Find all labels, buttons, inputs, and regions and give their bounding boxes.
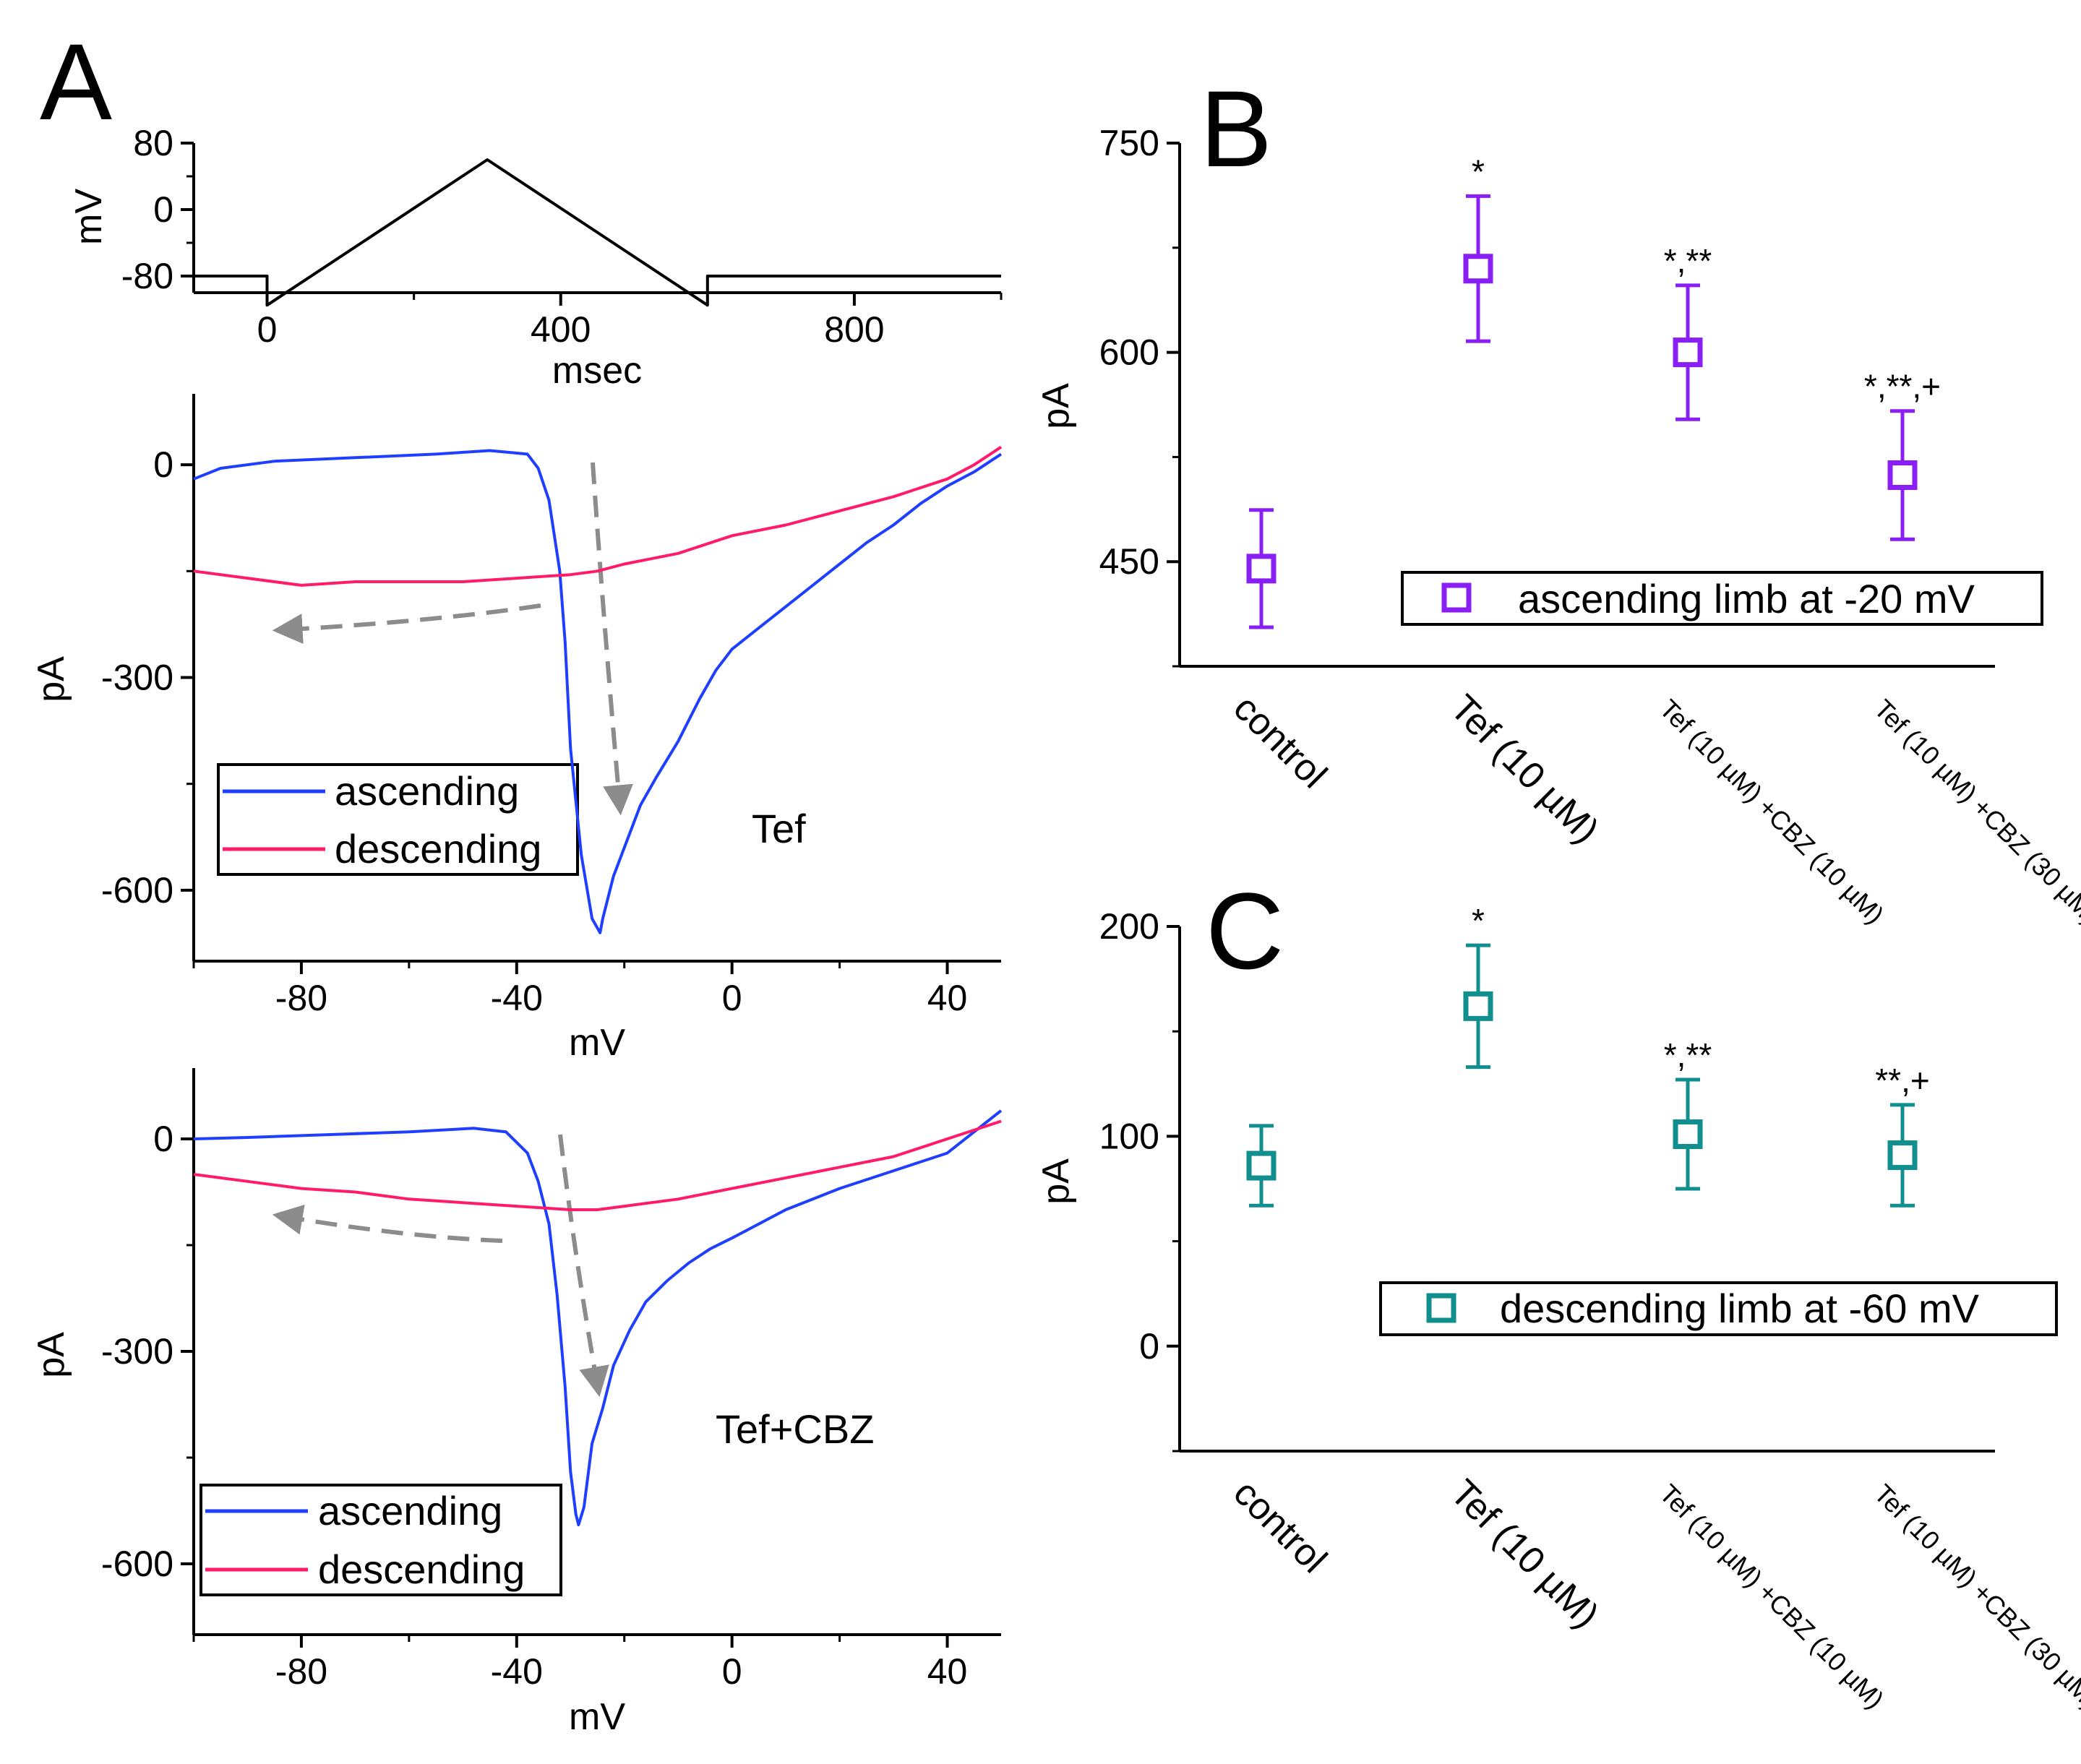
- tef-cbz-legend-ascending: ascending: [318, 1488, 502, 1533]
- data-point-marker: [1246, 554, 1277, 584]
- tef-cbz-legend: ascending descending: [199, 1484, 562, 1596]
- y-tick-label: 0: [153, 1119, 173, 1159]
- y-tick-label: 750: [1099, 123, 1159, 163]
- x-tick-label: -40: [491, 1651, 543, 1692]
- data-point-marker: [1463, 254, 1493, 284]
- y-tick-label: 100: [1099, 1116, 1159, 1156]
- category-label: Tef (10 µM) +CBZ (10 µM): [1654, 694, 1889, 929]
- y-tick-label: 0: [153, 189, 173, 230]
- tef-cbz-legend-box: [199, 1484, 562, 1596]
- data-point-marker: [1887, 1140, 1918, 1171]
- c-legend: descending limb at -60 mV: [1379, 1281, 2058, 1336]
- category-label: Tef (10 µM) +CBZ (30 µM): [1868, 694, 2081, 929]
- data-point-marker: [1887, 460, 1918, 490]
- tef-cbz-y-label: pA: [30, 1332, 72, 1378]
- tef-legend-descending: descending: [335, 826, 541, 872]
- tef-cbz-ascending-direction-arrow: [558, 1134, 609, 1398]
- tef-cbz-legend-descending: descending: [318, 1546, 525, 1592]
- tef-cbz-annotation: Tef+CBZ: [716, 1406, 874, 1452]
- series-descending: [193, 445, 1003, 587]
- category-label-group: Tef (10 µM): [1442, 687, 1607, 852]
- tef-y-label: pA: [30, 656, 72, 702]
- b-legend-text: ascending limb at -20 mV: [1518, 576, 1975, 621]
- tef-legend: ascending descending: [217, 763, 579, 876]
- y-tick-label: -80: [121, 256, 173, 296]
- tef-ascending-direction-arrow: [591, 462, 633, 816]
- data-point-marker: [1673, 337, 1703, 368]
- tef-annotation: Tef: [752, 806, 806, 851]
- significance-label: *,**: [1664, 1036, 1712, 1074]
- x-tick-label: -80: [275, 1651, 327, 1692]
- c-y-label: pA: [1035, 1158, 1077, 1205]
- category-label: Tef (10 µM): [1442, 1472, 1607, 1637]
- y-tick-label: 600: [1099, 332, 1159, 373]
- y-tick-label: 0: [1139, 1326, 1159, 1367]
- significance-label: *: [1472, 152, 1485, 190]
- tef-cbz-iv-plot: pA mV Tef+CBZ ascending descending -80 -4…: [30, 1068, 1003, 1738]
- c-legend-text: descending limb at -60 mV: [1500, 1286, 1980, 1331]
- b-legend-box: [1401, 571, 2043, 626]
- significance-label: *,**,+: [1864, 368, 1941, 405]
- category-label: Tef (10 µM) +CBZ (10 µM): [1654, 1479, 1889, 1714]
- c-legend-box: [1379, 1281, 2058, 1336]
- y-tick-label: -600: [101, 870, 173, 911]
- b-legend: ascending limb at -20 mV: [1401, 571, 2043, 626]
- x-tick-label: 800: [824, 309, 884, 350]
- tef-cbz-descending-direction-arrow: [272, 1204, 503, 1243]
- category-label: Tef (10 µM): [1442, 687, 1607, 852]
- x-tick-label: -40: [491, 978, 543, 1018]
- y-tick-label: 80: [133, 123, 173, 163]
- significance-label: **,+: [1875, 1062, 1929, 1099]
- category-label: control: [1225, 687, 1334, 796]
- tef-cbz-x-label: mV: [569, 1696, 625, 1738]
- category-label-group: Tef (10 µM) +CBZ (10 µM): [1654, 1479, 1889, 1714]
- tef-iv-plot: pA mV Tef ascending descending -80 -40 0 40…: [30, 394, 1003, 1064]
- x-tick-label: 0: [257, 309, 278, 350]
- ascending-limb-summary-plot: B pA ascending limb at -20 mV 750 600 450 c…: [1035, 68, 2081, 929]
- x-tick-label: 40: [927, 978, 968, 1018]
- b-y-label: pA: [1035, 383, 1077, 429]
- data-point-marker: [1246, 1150, 1277, 1181]
- descending-limb-summary-plot: C pA descending limb at -60 mV 200 100 0 co…: [1035, 870, 2081, 1714]
- y-tick-label: -300: [101, 658, 173, 698]
- category-label-group: control: [1225, 1472, 1334, 1581]
- x-tick-label: 40: [927, 1651, 968, 1692]
- category-label-group: Tef (10 µM): [1442, 1472, 1607, 1637]
- y-tick-label: -300: [101, 1331, 173, 1372]
- y-tick-label: 0: [153, 444, 173, 485]
- category-label: Tef (10 µM) +CBZ (30 µM): [1868, 1479, 2081, 1714]
- x-tick-label: 0: [722, 1651, 742, 1692]
- tef-legend-ascending: ascending: [335, 768, 519, 814]
- protocol-y-label: mV: [68, 189, 110, 245]
- panel-label-a: A: [40, 21, 112, 142]
- series-ascending: [193, 449, 1003, 934]
- x-tick-label: 0: [722, 978, 742, 1018]
- significance-label: *: [1472, 902, 1485, 939]
- c-legend-marker: [1426, 1293, 1456, 1323]
- y-tick-label: 200: [1099, 906, 1159, 947]
- category-label-group: Tef (10 µM) +CBZ (30 µM): [1868, 694, 2081, 929]
- b-legend-marker: [1441, 582, 1472, 613]
- tef-descending-direction-arrow: [272, 603, 541, 645]
- y-tick-label: -600: [101, 1544, 173, 1584]
- series-protocol: [194, 158, 1001, 307]
- series-descending: [193, 1119, 1002, 1211]
- category-label-group: Tef (10 µM) +CBZ (30 µM): [1868, 1479, 2081, 1714]
- panel-label-b: B: [1200, 68, 1272, 189]
- series-ascending: [193, 1109, 1003, 1527]
- tef-x-label: mV: [569, 1022, 625, 1064]
- y-tick-label: 450: [1099, 541, 1159, 582]
- x-tick-label: 400: [531, 309, 591, 350]
- panel-label-c: C: [1206, 870, 1284, 991]
- category-label-group: Tef (10 µM) +CBZ (10 µM): [1654, 694, 1889, 929]
- category-label-group: control: [1225, 687, 1334, 796]
- significance-label: *,**: [1664, 242, 1712, 280]
- protocol-x-label: msec: [552, 350, 642, 392]
- category-label: control: [1225, 1472, 1334, 1581]
- data-point-marker: [1463, 991, 1493, 1021]
- x-tick-label: -80: [275, 978, 327, 1018]
- data-point-marker: [1673, 1119, 1703, 1149]
